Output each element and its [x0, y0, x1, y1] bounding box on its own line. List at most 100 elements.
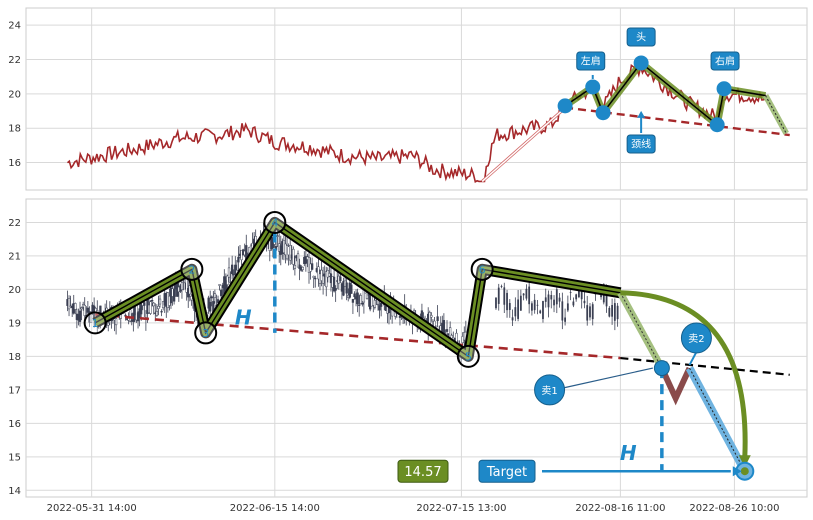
pattern-line	[94, 221, 621, 358]
candle-body	[143, 302, 146, 306]
candle-body	[495, 297, 497, 309]
target-price-value: 14.57	[404, 465, 441, 480]
candle-body	[301, 266, 304, 270]
candle-body	[511, 317, 514, 321]
candle-body	[605, 293, 608, 307]
top-pattern-point-4	[709, 117, 725, 133]
label-head: 头	[636, 32, 646, 44]
bottom-neckline	[95, 313, 621, 360]
bottom-panel-grid	[26, 199, 807, 497]
candle-body	[320, 269, 323, 281]
sell2-callout	[680, 322, 712, 354]
pattern-point-6	[470, 257, 494, 281]
candle-body	[569, 291, 572, 293]
bottom-panel-x-ticks: 2022-05-31 14:00 2022-06-15 14:00 2022-07-…	[47, 503, 780, 514]
candle-body	[220, 289, 223, 297]
top-y-tick-18: 18	[8, 124, 21, 135]
candle-body	[129, 309, 132, 322]
candle-body	[564, 317, 566, 322]
candle-body	[566, 303, 569, 311]
pattern-point-label-6: 6	[479, 263, 486, 276]
top-y-tick-22: 22	[8, 55, 21, 66]
candle-body	[190, 295, 193, 301]
top-panel-y-ticks: 16 18 20 22 24	[8, 21, 21, 169]
top-panel-frame	[25, 7, 808, 191]
label-right-shoulder-box	[710, 51, 740, 71]
label-neckline: 颈线	[631, 138, 651, 151]
candle-body	[539, 310, 542, 314]
candle-body	[216, 299, 220, 303]
candle-body	[345, 282, 348, 294]
candle-body	[180, 282, 184, 290]
candle-body	[361, 302, 364, 305]
pattern-point-label-1: 1	[92, 317, 99, 330]
candle-body	[151, 299, 154, 302]
candle-body	[155, 311, 159, 316]
pattern-point-2	[180, 257, 204, 281]
candle-body	[547, 294, 550, 308]
candle-body	[325, 271, 328, 288]
pullback	[659, 366, 693, 406]
candle-body	[578, 290, 580, 298]
candle-body	[292, 248, 295, 265]
candle-body	[430, 315, 433, 318]
bottom-y-tick-14: 14	[8, 486, 21, 497]
bottom-neckline-extension	[620, 356, 790, 376]
candle-body	[78, 310, 82, 322]
candle-body	[517, 299, 519, 319]
target-price-box	[397, 459, 449, 483]
candle-body	[86, 307, 90, 313]
bottom-y-tick-15: 15	[8, 452, 21, 463]
candle-body	[525, 288, 528, 299]
bottom-y-tick-17: 17	[8, 385, 21, 396]
sell2-label: 卖2	[688, 333, 704, 345]
candle-body	[80, 307, 83, 310]
candle-body	[583, 300, 586, 304]
candle-body	[373, 300, 377, 308]
h-label-2: H	[620, 441, 637, 465]
top-pattern-point-3	[633, 55, 649, 71]
candle-body	[575, 294, 578, 300]
candle-body	[531, 303, 533, 311]
candle-body	[188, 285, 191, 295]
candle-body	[356, 292, 359, 305]
x-tick-0: 2022-05-31 14:00	[47, 503, 137, 514]
x-tick-3: 2022-08-16 11:00	[575, 503, 665, 514]
top-pattern-point-0	[557, 98, 573, 114]
candle-body	[379, 302, 383, 307]
candle-body	[149, 301, 152, 314]
candle-body	[522, 293, 525, 296]
candle-body	[227, 267, 231, 278]
candle-body	[209, 301, 212, 312]
candle-body	[359, 295, 362, 304]
top-panel-grid	[26, 8, 807, 190]
candle-body	[339, 276, 342, 282]
bottom-y-tick-18: 18	[8, 352, 21, 363]
candle-body	[321, 275, 325, 284]
candle-body	[589, 306, 591, 318]
candle-body	[314, 277, 317, 280]
top-pattern-point-2	[595, 105, 611, 121]
candle-body	[608, 307, 611, 317]
candle-body	[555, 289, 558, 305]
candle-body	[528, 286, 531, 305]
candle-body	[232, 274, 235, 276]
target-box	[478, 459, 536, 483]
candle-body	[158, 298, 162, 305]
label-left-shoulder-box	[576, 51, 606, 71]
candle-body	[536, 304, 539, 306]
candle-body	[351, 299, 355, 303]
top-pattern-point-1	[585, 79, 601, 95]
candle-body	[296, 253, 300, 268]
x-tick-1: 2022-06-15 14:00	[230, 503, 320, 514]
candle-body	[226, 275, 229, 285]
candle-body	[304, 256, 308, 264]
candle-body	[317, 266, 320, 280]
candle-body	[312, 275, 315, 278]
candle-body	[503, 287, 506, 305]
top-neckline	[564, 106, 790, 137]
label-right-shoulder: 右肩	[715, 55, 735, 68]
candle-body	[160, 311, 163, 313]
pattern-point-label-3: 3	[202, 327, 209, 340]
